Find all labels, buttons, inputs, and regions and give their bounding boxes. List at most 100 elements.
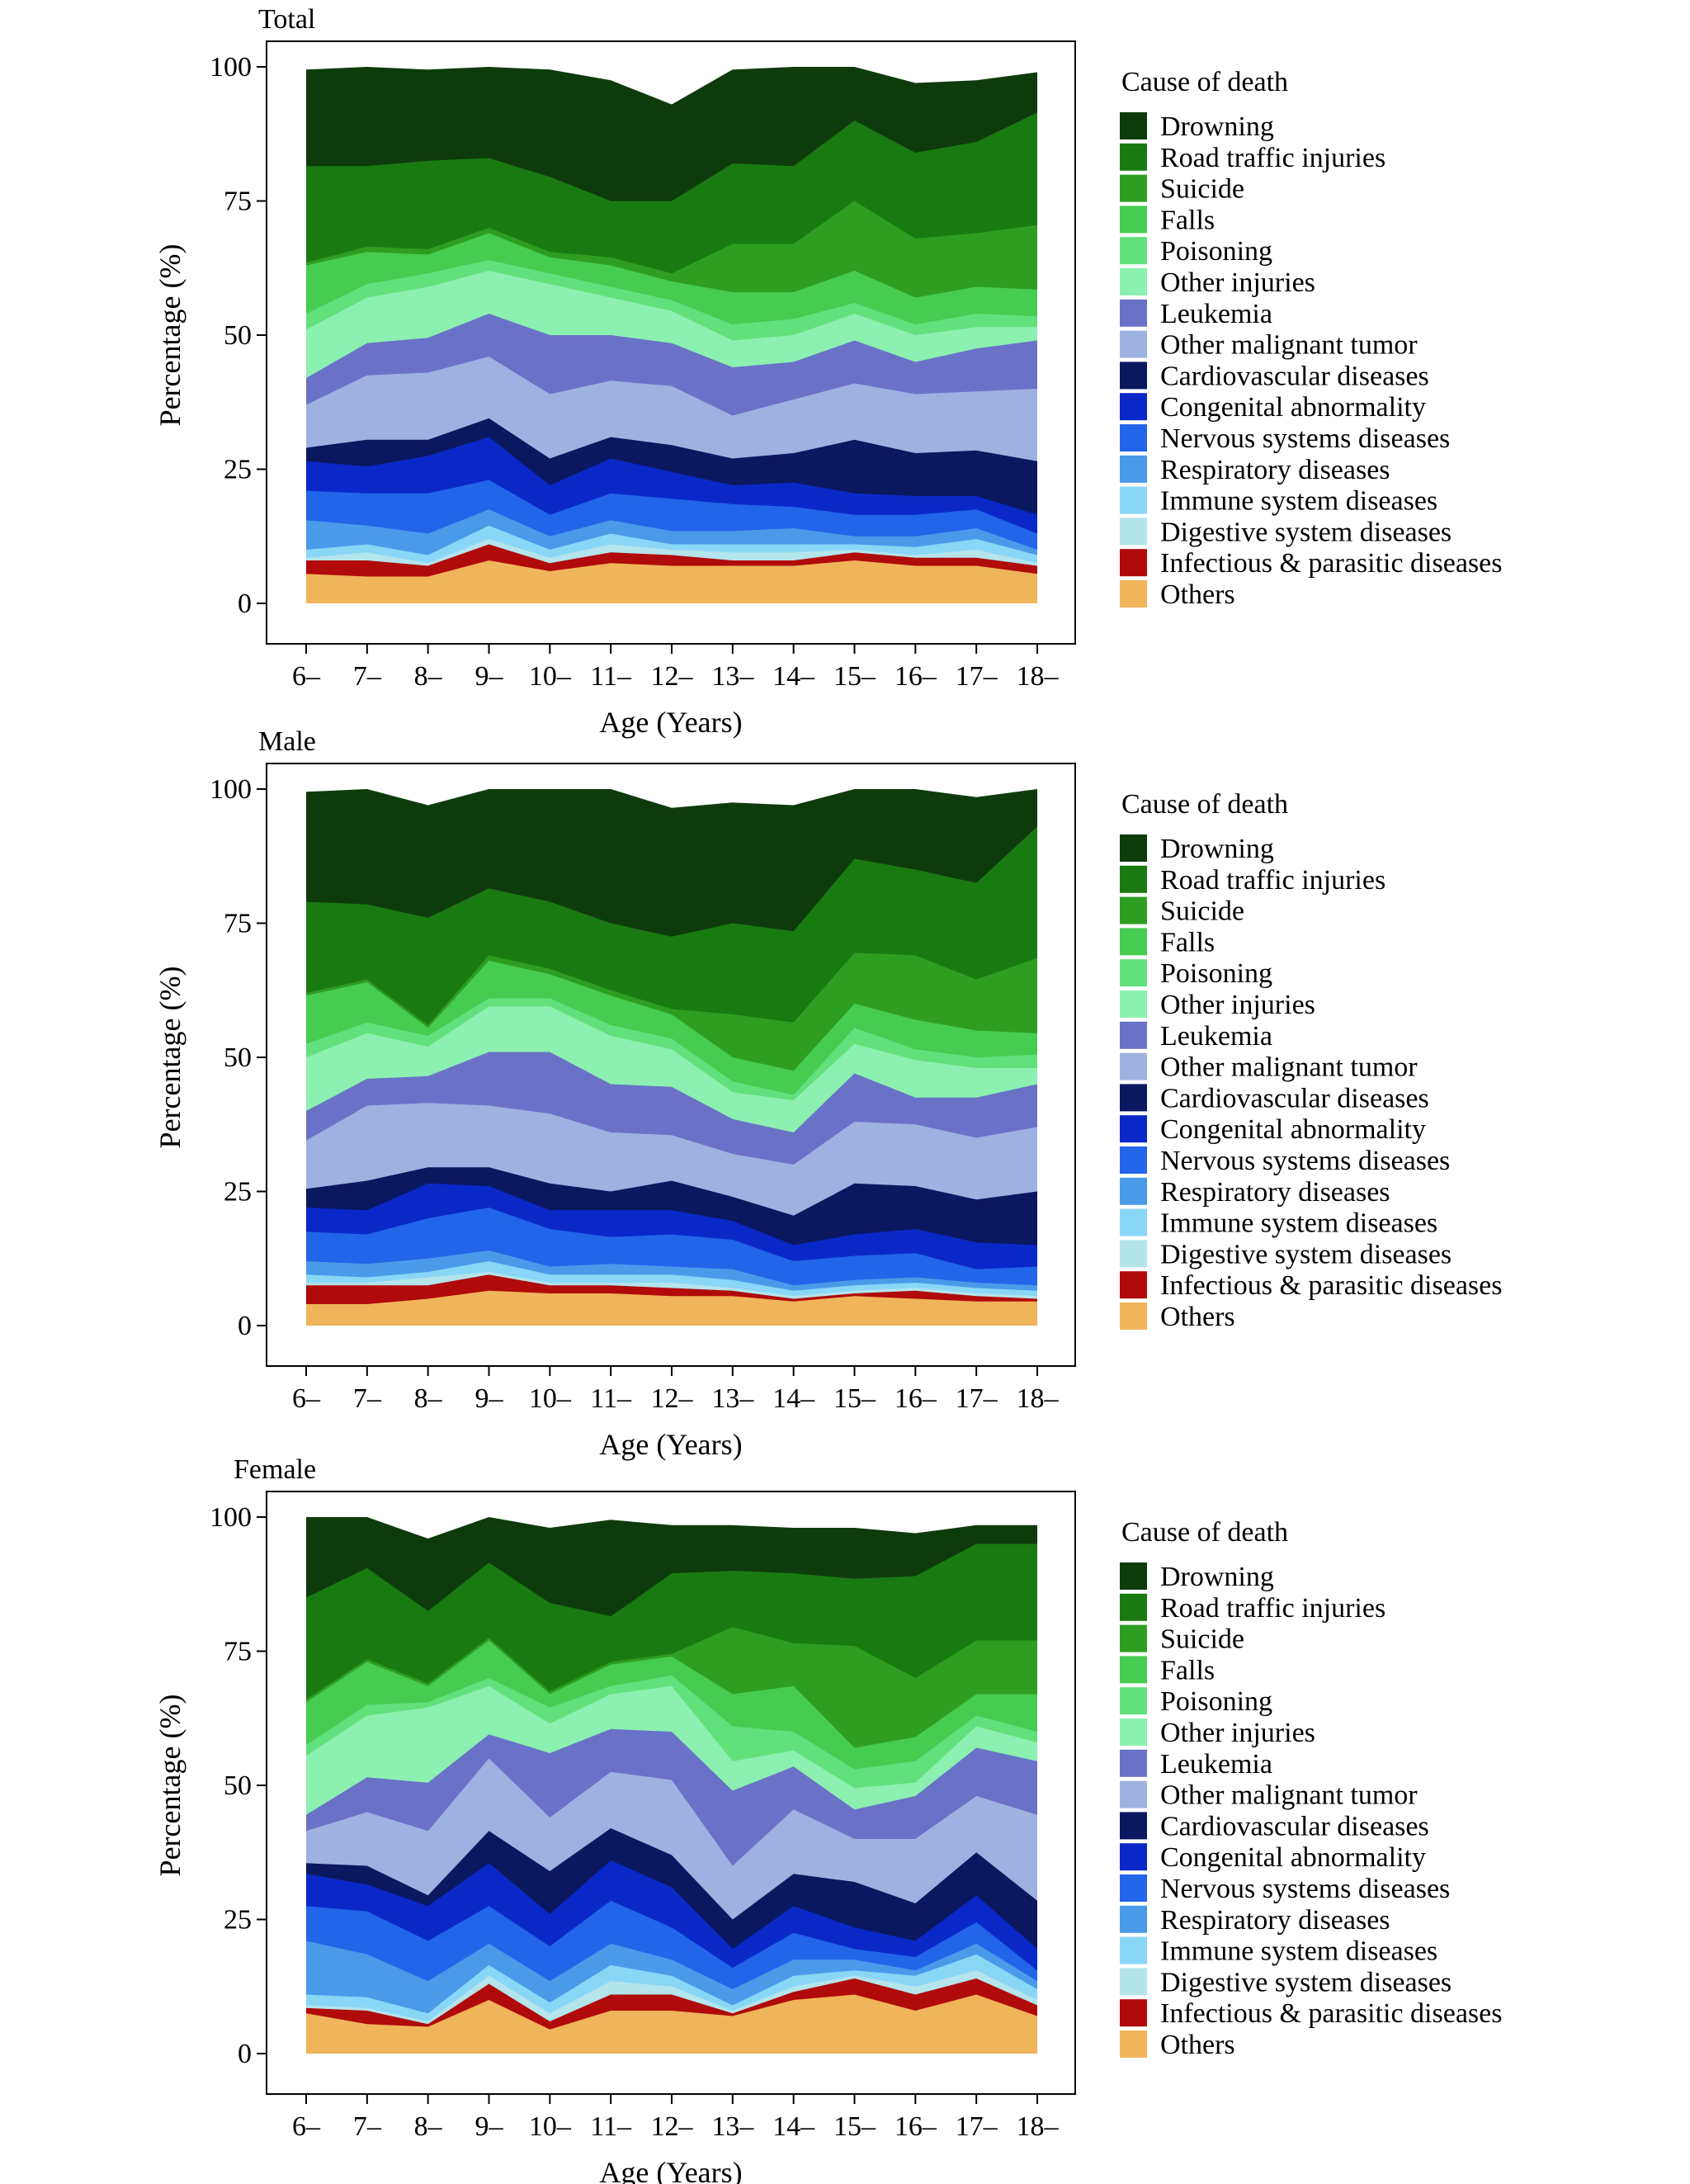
legend-label-leukemia: Leukemia bbox=[1160, 299, 1272, 329]
legend-swatch-road-traffic-injuries bbox=[1120, 143, 1147, 171]
legend-label-immune-system-diseases: Immune system diseases bbox=[1160, 1936, 1437, 1967]
legend-label-other-malignant-tumor: Other malignant tumor bbox=[1160, 1052, 1418, 1083]
legend-label-others: Others bbox=[1160, 579, 1235, 610]
legend-label-falls: Falls bbox=[1160, 1655, 1215, 1685]
legend-title: Cause of death bbox=[1121, 1517, 1288, 1548]
legend-swatch-immune-system-diseases bbox=[1120, 1936, 1147, 1964]
legend-label-digestive-system-diseases: Digestive system diseases bbox=[1160, 517, 1452, 547]
x-tick-label: 7– bbox=[353, 1383, 382, 1414]
legend-swatch-leukemia bbox=[1120, 1749, 1147, 1777]
legend-label-poisoning: Poisoning bbox=[1160, 236, 1272, 267]
y-tick-label: 50 bbox=[224, 1042, 252, 1073]
x-tick-label: 8– bbox=[414, 2111, 443, 2142]
legend-swatch-other-malignant-tumor bbox=[1120, 1780, 1147, 1808]
legend-swatch-other-malignant-tumor bbox=[1120, 330, 1147, 358]
legend-label-congenital-abnormality: Congenital abnormality bbox=[1160, 392, 1426, 423]
legend-label-cardiovascular-diseases: Cardiovascular diseases bbox=[1160, 1811, 1429, 1841]
y-tick-label: 75 bbox=[224, 1637, 252, 1667]
legend-label-congenital-abnormality: Congenital abnormality bbox=[1160, 1114, 1426, 1145]
legend-swatch-drowning bbox=[1120, 1562, 1147, 1590]
legend-swatch-congenital-abnormality bbox=[1120, 1115, 1147, 1143]
legend-swatch-immune-system-diseases bbox=[1120, 1208, 1147, 1236]
legend-swatch-poisoning bbox=[1120, 959, 1147, 987]
x-tick-label: 17– bbox=[956, 661, 998, 692]
panel-female: Female 0 25 50 75 100 6– 7– 8– 9– 10– 11– 12– 13– 14– 1… bbox=[153, 1454, 1502, 2184]
x-tick-label: 7– bbox=[353, 661, 382, 692]
legend-swatch-digestive-system-diseases bbox=[1120, 1968, 1147, 1996]
y-axis-title: Percentage (%) bbox=[153, 967, 186, 1149]
panel-title: Male bbox=[258, 726, 316, 757]
x-tick-label: 10– bbox=[529, 1383, 572, 1414]
legend-swatch-falls bbox=[1120, 928, 1147, 956]
legend-swatch-leukemia bbox=[1120, 1021, 1147, 1049]
x-tick-label: 14– bbox=[772, 2111, 815, 2142]
y-tick-label: 25 bbox=[224, 1177, 252, 1208]
legend-swatch-respiratory-diseases bbox=[1120, 1177, 1147, 1205]
y-tick-label: 25 bbox=[224, 1905, 252, 1936]
x-tick-label: 6– bbox=[292, 661, 321, 692]
x-tick-label: 11– bbox=[590, 1383, 632, 1414]
legend-swatch-drowning bbox=[1120, 834, 1147, 862]
legend-label-poisoning: Poisoning bbox=[1160, 1686, 1272, 1717]
legend-label-drowning: Drowning bbox=[1160, 1562, 1274, 1592]
legend-swatch-road-traffic-injuries bbox=[1120, 865, 1147, 893]
y-tick-label: 100 bbox=[210, 52, 252, 83]
legend-label-road-traffic-injuries: Road traffic injuries bbox=[1160, 143, 1386, 173]
legend-label-immune-system-diseases: Immune system diseases bbox=[1160, 486, 1437, 517]
x-tick-label: 7– bbox=[353, 2111, 382, 2142]
legend-label-others: Others bbox=[1160, 1302, 1235, 1332]
legend-label-suicide: Suicide bbox=[1160, 1624, 1244, 1655]
x-tick-label: 12– bbox=[651, 2111, 694, 2142]
x-tick-label: 8– bbox=[414, 661, 443, 692]
legend-swatch-others bbox=[1120, 580, 1147, 607]
x-tick-label: 15– bbox=[833, 2111, 876, 2142]
area-others bbox=[306, 560, 1037, 603]
y-tick-label: 75 bbox=[224, 187, 252, 217]
legend-swatch-infectious-and-parasitic-diseases bbox=[1120, 1999, 1147, 2027]
legend-swatch-nervous-systems-diseases bbox=[1120, 424, 1147, 451]
x-tick-label: 12– bbox=[651, 1383, 694, 1414]
legend-swatch-others bbox=[1120, 2030, 1147, 2058]
y-tick-label: 75 bbox=[224, 909, 252, 939]
y-tick-label: 0 bbox=[238, 2039, 252, 2069]
x-tick-label: 17– bbox=[956, 2111, 998, 2142]
y-tick-label: 25 bbox=[224, 455, 252, 485]
legend-label-suicide: Suicide bbox=[1160, 896, 1244, 927]
x-tick-label: 6– bbox=[292, 1383, 321, 1414]
legend-swatch-respiratory-diseases bbox=[1120, 455, 1147, 483]
x-axis-title: Age (Years) bbox=[599, 706, 742, 739]
legend-swatch-other-injuries bbox=[1120, 268, 1147, 295]
legend-label-nervous-systems-diseases: Nervous systems diseases bbox=[1160, 423, 1450, 454]
y-tick-label: 0 bbox=[238, 1311, 252, 1341]
legend-swatch-road-traffic-injuries bbox=[1120, 1593, 1147, 1621]
legend-swatch-suicide bbox=[1120, 1624, 1147, 1652]
legend-label-infectious-and-parasitic-diseases: Infectious & parasitic diseases bbox=[1160, 1270, 1502, 1301]
legend-label-others: Others bbox=[1160, 2030, 1235, 2060]
legend-label-infectious-and-parasitic-diseases: Infectious & parasitic diseases bbox=[1160, 1998, 1502, 2029]
legend-title: Cause of death bbox=[1121, 789, 1288, 820]
panel-male: Male 0 25 50 75 100 6– 7– 8– 9– 10– 11– 12– 13– 14– 15–… bbox=[153, 726, 1502, 1461]
legend-label-poisoning: Poisoning bbox=[1160, 958, 1272, 989]
legend-label-falls: Falls bbox=[1160, 927, 1215, 957]
legend-label-digestive-system-diseases: Digestive system diseases bbox=[1160, 1967, 1452, 1997]
legend-swatch-infectious-and-parasitic-diseases bbox=[1120, 1271, 1147, 1299]
legend-swatch-falls bbox=[1120, 206, 1147, 234]
legend-label-road-traffic-injuries: Road traffic injuries bbox=[1160, 865, 1386, 896]
legend-swatch-infectious-and-parasitic-diseases bbox=[1120, 549, 1147, 577]
area-others bbox=[306, 1994, 1037, 2054]
legend-swatch-nervous-systems-diseases bbox=[1120, 1146, 1147, 1174]
x-tick-label: 14– bbox=[772, 661, 815, 692]
x-tick-label: 8– bbox=[414, 1383, 443, 1414]
legend-label-other-injuries: Other injuries bbox=[1160, 1718, 1315, 1748]
legend-swatch-suicide bbox=[1120, 174, 1147, 202]
x-tick-label: 10– bbox=[529, 2111, 572, 2142]
legend-swatch-other-injuries bbox=[1120, 990, 1147, 1018]
legend-swatch-others bbox=[1120, 1302, 1147, 1330]
legend-label-cardiovascular-diseases: Cardiovascular diseases bbox=[1160, 361, 1429, 391]
x-tick-label: 11– bbox=[590, 661, 632, 692]
legend-label-falls: Falls bbox=[1160, 205, 1215, 235]
x-tick-label: 6– bbox=[292, 2111, 321, 2142]
legend-swatch-nervous-systems-diseases bbox=[1120, 1874, 1147, 1902]
x-tick-label: 9– bbox=[475, 661, 504, 692]
